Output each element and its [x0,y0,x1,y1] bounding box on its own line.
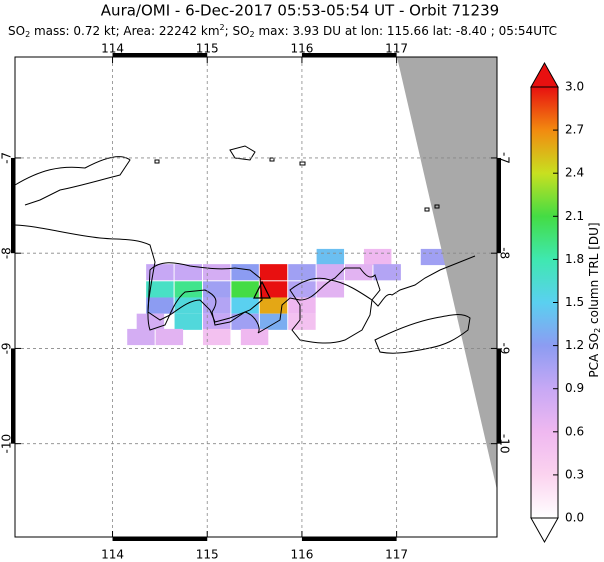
colorbar-label-part: PCA SO [587,333,601,378]
coastlines [14,145,476,354]
lat-tick-label: -9 [498,342,512,354]
colorbar-tick-label: 1.8 [565,252,584,266]
so2-pixel [288,264,316,281]
subtitle-part: SO [8,24,25,38]
pixel-layer [127,248,449,346]
colorbar-tick-label: 2.4 [565,166,584,180]
so2-pixel [231,264,259,281]
so2-pixel [174,297,203,314]
so2-pixel [259,264,288,281]
coastline [374,314,471,354]
frame-bar [112,53,208,57]
frame-bar [11,348,15,444]
so2-pixel [231,313,259,330]
coastline [147,262,263,323]
so2-pixel [155,328,184,346]
lon-tick-label: 115 [196,42,219,56]
colorbar-tick-label: 2.1 [565,209,584,223]
frame-bar [301,537,397,541]
colorbar-tick-label: 0.9 [565,381,584,395]
colorbar-tick-label: 0.6 [565,424,584,438]
so2-pixel [316,248,345,266]
map-frame [14,56,498,538]
so2-pixel [202,264,231,281]
axes: 114 114 115 115 116 116 117 117 -7 -7 -8 -8 -9 -9 -10 -… [0,42,512,562]
colorbar-label-part: column TRL [DU] [587,222,601,327]
subtitle-part: 2 [250,30,255,39]
title: Aura/OMI - 6-Dec-2017 05:53-05:54 UT - O… [101,2,499,20]
so2-pixel [174,281,203,298]
lon-tick-label: 114 [101,42,124,56]
lon-tick-label: 116 [290,42,313,56]
so2-pixel [259,297,288,314]
coastline [154,145,440,212]
coastline [14,156,476,334]
frame-bar [497,157,501,254]
frame-bar [112,537,208,541]
subtitle-part: mass: 0.72 kt; Area: 22242 km [30,24,219,38]
colorbar-extend-min [530,517,559,544]
subtitle-part: max: 3.93 DU at lon: 115.66 lat: -8.40 ;… [255,24,557,38]
so2-pixel [259,313,288,330]
colorbar-extend-max [530,61,559,88]
so2-pixel [146,264,174,281]
lon-tick-label: 116 [290,548,313,562]
lat-tick-label: -7 [498,152,512,164]
so2-pixel [231,281,259,298]
subtitle: SO2 mass: 0.72 kt; Area: 22242 km2; SO2 … [8,23,557,39]
so2-pixel [259,281,288,298]
so2-pixel [363,248,392,266]
lat-tick-label: -10 [0,434,14,454]
frame-bar [497,348,501,444]
colorbar: 0.0 0.3 0.6 0.9 1.2 1.5 1.8 2.1 2.4 2.7 3.0 [530,61,584,544]
lat-tick-label: -8 [0,247,14,259]
colorbar-tick-label: 3.0 [565,80,584,94]
no-data-swath [397,57,497,490]
colorbar-label: PCA SO2 column TRL [DU] [587,222,602,377]
so2-pixel [174,313,203,330]
so2-pixel [288,281,316,298]
colorbar-label-part: 2 [593,328,602,333]
so2-pixel [240,328,269,346]
lat-tick-label: -10 [498,434,512,454]
colorbar-tick-label: 2.7 [565,123,584,137]
so2-pixel [136,313,165,330]
lon-tick-label: 117 [385,42,408,56]
subtitle-part: 2 [220,23,225,32]
subtitle-part: ; SO [225,24,250,38]
so2-pixel [202,328,231,346]
lon-tick-label: 117 [385,548,408,562]
lat-tick-label: -8 [498,247,512,259]
colorbar-tick-label: 1.2 [565,338,584,352]
lon-tick-label: 114 [101,548,124,562]
subtitle-part: 2 [25,30,30,39]
lon-tick-label: 115 [196,548,219,562]
volcano-marker [253,280,271,299]
lat-tick-label: -7 [0,152,14,164]
so2-pixel [345,264,373,281]
so2-pixel [316,281,345,298]
so2-pixel [146,297,174,314]
so2-pixel [202,281,231,298]
coastline [289,277,373,344]
colorbar-tick-label: 0.0 [565,511,584,525]
so2-pixel [373,264,401,281]
so2-pixel [146,281,174,298]
frame-bar [301,53,397,57]
frame-bar [11,157,15,254]
colorbar-tick-label: 0.3 [565,467,584,481]
colorbar-tick-label: 1.5 [565,295,584,309]
lat-tick-label: -9 [0,342,14,354]
so2-pixel [127,328,155,346]
so2-pixel [174,264,203,281]
so2-pixel [231,297,259,314]
